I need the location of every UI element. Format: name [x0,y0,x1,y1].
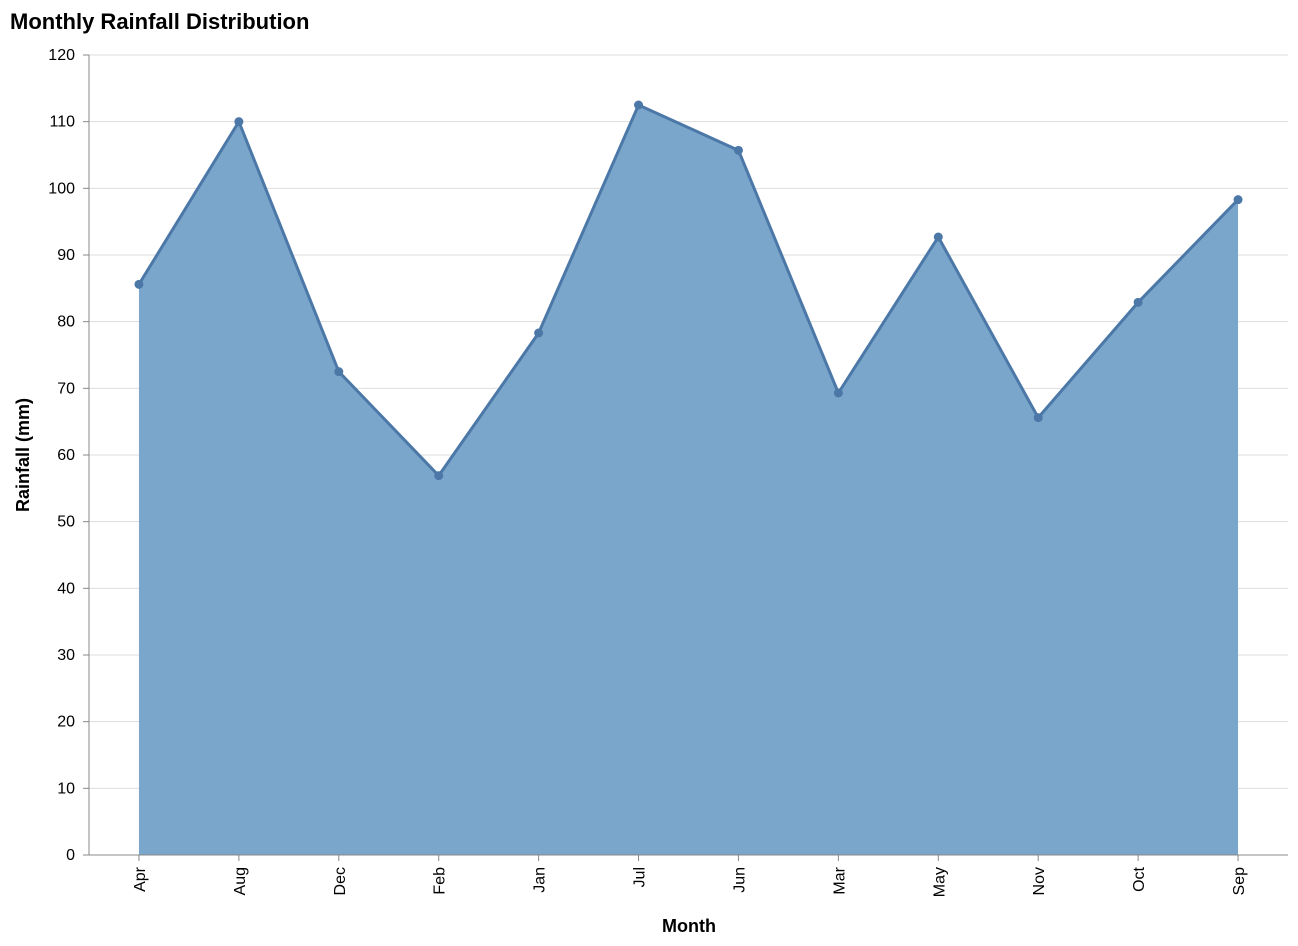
data-point-may [933,232,943,242]
y-tick-label-80: 80 [57,314,75,331]
area-series [137,103,1240,855]
y-tick-label-20: 20 [57,714,75,731]
data-point-oct [1133,297,1143,307]
x-tick-label-mar: Mar [831,866,848,894]
axes: 0 10 20 30 40 50 60 70 80 90 100 110 120 Apr Aug Dec Feb… [48,47,1288,897]
y-tick-label-70: 70 [57,380,75,397]
x-tick-label-oct: Oct [1131,866,1148,891]
y-tick-label-40: 40 [57,580,75,597]
x-axis-title: Month [662,916,716,936]
y-tick-label-60: 60 [57,447,75,464]
x-tick-label-jun: Jun [731,867,748,893]
x-tick-label-nov: Nov [1031,867,1048,895]
y-tick-label-30: 30 [57,647,75,664]
area-fill [138,105,1239,855]
x-tick-label-aug: Aug [232,867,249,895]
x-tick-label-apr: Apr [132,866,149,892]
x-tick-label-jul: Jul [632,867,649,887]
data-point-jul [634,100,644,110]
y-tick-label-110: 110 [49,114,75,131]
data-point-aug [234,117,244,127]
data-point-apr [134,279,144,289]
x-tick-label-jan: Jan [532,867,549,893]
x-tick-label-dec: Dec [332,867,349,895]
data-point-nov [1033,413,1043,423]
x-tick-label-feb: Feb [432,867,449,895]
y-tick-label-10: 10 [57,780,75,797]
data-point-sep [1233,195,1243,205]
y-tick-label-100: 100 [48,180,75,197]
x-tick-label-sep: Sep [1231,867,1248,896]
y-tick-label-120: 120 [48,47,75,64]
x-tick-label-may: May [931,867,948,897]
data-point-mar [833,388,843,398]
data-point-jun [733,145,743,155]
y-tick-label-50: 50 [57,514,75,531]
data-point-jan [534,328,544,338]
y-tick-label-90: 90 [57,247,75,264]
y-tick-label-0: 0 [66,847,75,864]
y-axis-title: Rainfall (mm) [13,398,33,512]
data-point-feb [434,471,444,481]
data-points [134,100,1243,481]
series-line [137,103,1240,478]
data-point-dec [334,367,344,377]
chart-title: Monthly Rainfall Distribution [10,9,309,34]
